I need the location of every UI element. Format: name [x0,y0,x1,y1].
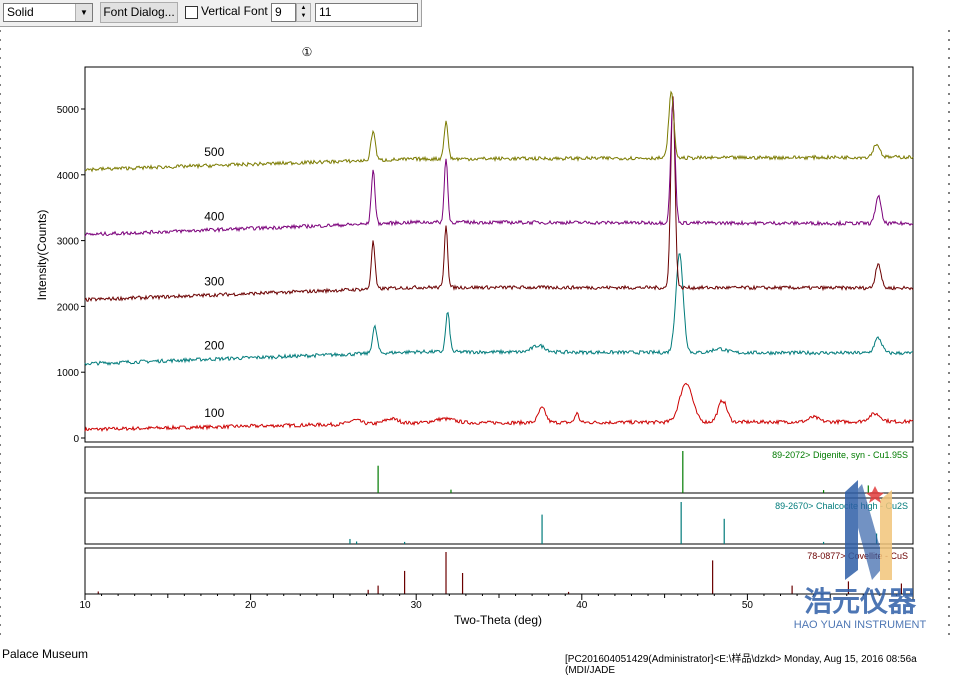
font-dialog-button[interactable]: Font Dialog... [100,2,178,23]
status-right: [PC201604051429(Administrator]<E:\样品\dzk… [565,654,917,676]
line-style-select[interactable]: Solid ▼ [3,3,93,22]
y-axis-title: Intensity(Counts) [35,210,49,301]
y-tick-label: 3000 [57,237,80,248]
y-tick-label: 2000 [57,302,80,313]
y-axis: 0 1000 2000 3000 4000 5000 [57,105,85,445]
y-tick-label: 1000 [57,368,80,379]
line-style-value: Solid [7,5,34,19]
reference-panel-1 [84,446,914,494]
logo-right-stroke [880,490,892,580]
chevron-down-icon[interactable]: ▼ [75,4,92,21]
series-line-300 [84,96,914,302]
y-tick-label: 0 [73,434,79,445]
font-size-input[interactable]: 9 [271,3,296,22]
series-label-400: 400 [204,209,224,223]
status-left: Palace Museum [2,647,89,661]
main-plot-frame [84,66,914,443]
x-tick-label: 30 [411,600,423,611]
x-tick-label: 20 [245,600,257,611]
spin-down-icon[interactable]: ▼ [300,13,307,19]
brand-en: HAO YUAN INSTRUMENT [794,619,927,631]
series-label-300: 300 [204,274,224,288]
y-tick-label: 4000 [57,171,80,182]
vertical-font-label: Vertical Font [201,4,268,18]
text-input[interactable]: 11 [315,3,418,22]
x-axis-title: Two-Theta (deg) [454,613,542,627]
spin-up-icon[interactable]: ▲ [300,5,307,11]
series-line-400 [84,99,914,237]
series-layer: 100 200 300 400 500 [84,90,914,432]
reference-label: 89-2072> Digenite, syn - Cu1.95S [772,450,908,460]
star-icon [866,486,884,503]
series-line-100 [84,382,914,432]
reference-label: 89-2670> Chalcocite high - Cu2S [775,501,908,511]
reference-panel-3 [84,547,914,595]
x-tick-label: 40 [576,600,588,611]
series-line-200 [84,253,914,366]
x-axis: 10 20 30 40 50 [79,594,914,611]
x-tick-label: 10 [79,600,91,611]
font-size-stepper[interactable]: ▲ ▼ [296,3,311,22]
series-label-100: 100 [204,406,224,420]
series-label-200: 200 [204,339,224,353]
watermark-logo: 浩元仪器 HAO YUAN INSTRUMENT [794,480,927,631]
toolbar: Solid ▼ Font Dialog... Vertical Font 9 ▲… [0,0,422,27]
vertical-font-checkbox[interactable] [185,6,198,19]
x-tick-label: 50 [742,600,754,611]
series-label-500: 500 [204,145,224,159]
reference-panel-2 [84,497,914,545]
series-line-500 [84,90,914,173]
brand-cn: 浩元仪器 [804,586,917,617]
panel-marker: ① [302,45,313,59]
logo-diagonal-stroke [850,484,885,580]
y-tick-label: 5000 [57,105,80,116]
